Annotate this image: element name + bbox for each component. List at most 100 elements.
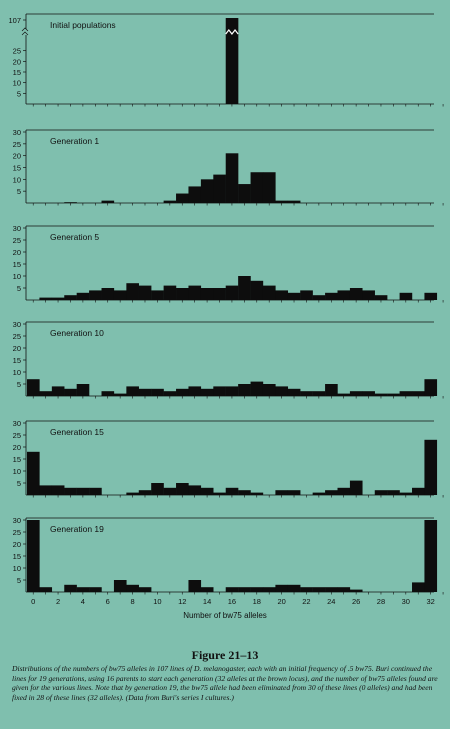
- y-tick-label: 30: [13, 419, 21, 428]
- bar: [325, 490, 338, 495]
- y-top-label: 107: [8, 16, 21, 25]
- bar: [138, 388, 152, 396]
- bar: [176, 483, 189, 495]
- y-tick-label: 15: [13, 260, 21, 269]
- bar: [138, 490, 152, 495]
- bar: [424, 520, 438, 592]
- bar: [113, 580, 127, 592]
- bar: [200, 388, 214, 396]
- y-tick-label: 20: [13, 443, 21, 452]
- bar-break-mark: [225, 29, 239, 35]
- bar: [312, 295, 326, 300]
- bar: [312, 587, 326, 592]
- x-tick-label: 12: [178, 597, 186, 606]
- x-tick-label: 30: [402, 597, 410, 606]
- bar: [188, 285, 202, 300]
- bar: [126, 492, 139, 495]
- bar: [362, 391, 375, 396]
- bar: [101, 391, 115, 396]
- bar: [76, 587, 90, 592]
- bar: [250, 172, 264, 203]
- y-tick-label: 25: [13, 140, 21, 149]
- x-tick-label: 2: [56, 597, 60, 606]
- bar: [113, 290, 127, 300]
- bar: [362, 290, 375, 300]
- y-tick-label: 20: [13, 248, 21, 257]
- bar: [349, 288, 363, 300]
- bar: [163, 487, 177, 495]
- bar: [325, 384, 338, 396]
- bar: [39, 587, 53, 592]
- y-tick-label: 20: [13, 540, 21, 549]
- bar: [213, 492, 226, 495]
- bar: [64, 388, 77, 396]
- x-tick-label: 8: [130, 597, 134, 606]
- bar: [138, 587, 152, 592]
- x-tick-label: 32: [426, 597, 434, 606]
- bar: [39, 391, 53, 396]
- bar: [27, 379, 40, 396]
- bar: [399, 492, 413, 495]
- bar: [76, 292, 90, 300]
- bar: [387, 490, 400, 495]
- bar: [126, 386, 139, 396]
- bar: [238, 587, 251, 592]
- bar: [89, 487, 102, 495]
- bar: [275, 386, 289, 396]
- bar: [238, 276, 251, 300]
- y-tick-label: 5: [17, 187, 21, 196]
- bar: [250, 587, 264, 592]
- bar: [275, 490, 289, 495]
- y-tick-label: 25: [13, 431, 21, 440]
- x-tick-label: 18: [253, 597, 261, 606]
- panel-title: Generation 5: [50, 232, 99, 242]
- bar: [64, 487, 77, 495]
- bar: [126, 283, 139, 300]
- x-tick-label: 6: [106, 597, 110, 606]
- bar: [27, 520, 40, 592]
- y-tick-label: 15: [13, 164, 21, 173]
- bar: [312, 391, 326, 396]
- y-tick-label: 15: [13, 552, 21, 561]
- x-tick-label: 24: [327, 597, 335, 606]
- x-tick-label: 28: [377, 597, 385, 606]
- bar: [275, 200, 289, 203]
- bar: [200, 179, 214, 203]
- bar: [213, 288, 226, 300]
- y-tick-label: 15: [13, 455, 21, 464]
- bar: [287, 388, 301, 396]
- bar: [225, 153, 239, 203]
- y-tick-label: 10: [13, 467, 21, 476]
- bar: [238, 490, 251, 495]
- bar: [300, 587, 313, 592]
- bar: [188, 186, 202, 203]
- x-tick-label: 20: [277, 597, 285, 606]
- bar: [163, 391, 177, 396]
- bar: [275, 584, 289, 592]
- y-tick-label: 25: [13, 47, 21, 56]
- bar: [188, 386, 202, 396]
- bar: [151, 388, 164, 396]
- bar: [262, 172, 276, 203]
- bar: [325, 587, 338, 592]
- bar: [188, 485, 202, 495]
- bar: [250, 280, 264, 300]
- bar: [337, 290, 351, 300]
- bar: [287, 200, 301, 203]
- x-tick-label: 10: [153, 597, 161, 606]
- y-tick-label: 5: [17, 576, 21, 585]
- bar: [163, 200, 177, 203]
- bar: [225, 386, 239, 396]
- y-tick-label: 25: [13, 236, 21, 245]
- y-tick-label: 30: [13, 128, 21, 137]
- bar: [225, 18, 239, 104]
- bar: [51, 297, 65, 300]
- panel-title: Generation 1: [50, 136, 99, 146]
- y-tick-label: 30: [13, 224, 21, 233]
- bar: [188, 580, 202, 592]
- bar: [337, 587, 351, 592]
- bar: [151, 483, 164, 495]
- bar: [287, 490, 301, 495]
- bar: [225, 285, 239, 300]
- y-tick-label: 5: [17, 380, 21, 389]
